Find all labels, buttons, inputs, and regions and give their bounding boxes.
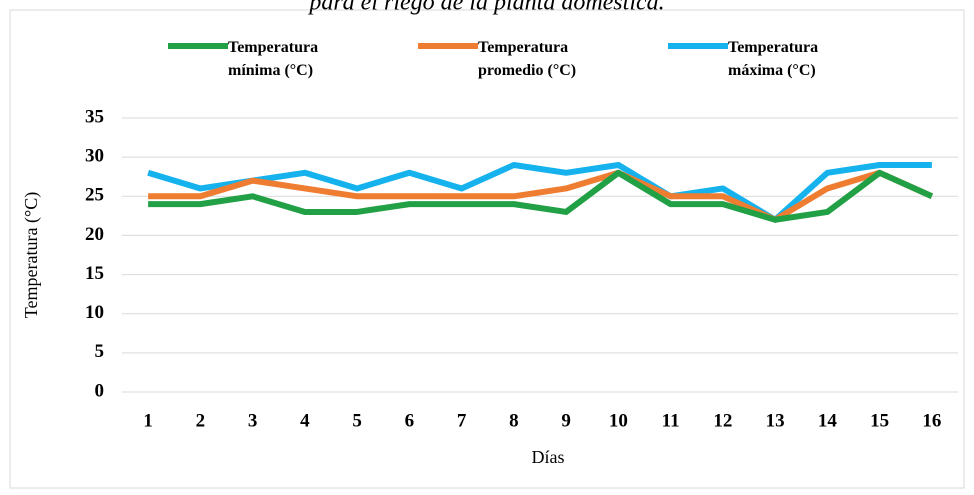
x-tick-label: 2	[196, 410, 206, 431]
series-line	[148, 169, 934, 223]
x-tick-label: 8	[509, 410, 519, 431]
x-tick-label: 12	[713, 410, 732, 431]
y-tick-label: 35	[85, 106, 104, 127]
x-tick-label: 7	[457, 410, 467, 431]
x-axis-label: Días	[532, 447, 565, 467]
series-line	[148, 169, 934, 223]
x-tick-label: 16	[922, 410, 941, 431]
x-tick-label: 5	[352, 410, 362, 431]
x-tick-label: 6	[405, 410, 415, 431]
x-tick-label: 13	[766, 410, 785, 431]
y-tick-label: 0	[95, 380, 105, 401]
legend-item: Temperatura máxima (°C)	[668, 36, 853, 82]
legend-swatch	[418, 43, 478, 49]
legend-label: Temperatura promedio (°C)	[478, 39, 577, 79]
y-tick-label: 15	[85, 263, 104, 284]
legend-item: Temperatura mínima (°C)	[168, 36, 353, 82]
x-tick-label: 14	[818, 410, 838, 431]
legend-item: Temperatura promedio (°C)	[418, 36, 603, 82]
x-tick-label: 1	[143, 410, 153, 431]
chart-title: para el riego de la planta doméstica.	[307, 0, 664, 16]
y-axis-label: Temperatura (°C)	[21, 192, 42, 318]
legend-swatch	[168, 43, 228, 49]
y-tick-label: 25	[85, 185, 104, 206]
y-tick-label: 5	[95, 341, 105, 362]
x-tick-label: 3	[248, 410, 258, 431]
x-tick-label: 11	[662, 410, 680, 431]
legend-label: Temperatura máxima (°C)	[728, 39, 819, 79]
legend-swatch	[668, 43, 728, 49]
y-tick-label: 20	[85, 224, 104, 245]
y-tick-label: 10	[85, 302, 104, 323]
legend-label: Temperatura mínima (°C)	[228, 39, 319, 79]
series-line	[147, 161, 932, 223]
x-tick-label: 15	[870, 410, 889, 431]
x-tick-label: 4	[300, 410, 310, 431]
x-tick-label: 9	[561, 410, 571, 431]
y-tick-label: 30	[85, 146, 104, 167]
x-tick-label: 10	[609, 410, 628, 431]
chart-border	[9, 9, 965, 489]
